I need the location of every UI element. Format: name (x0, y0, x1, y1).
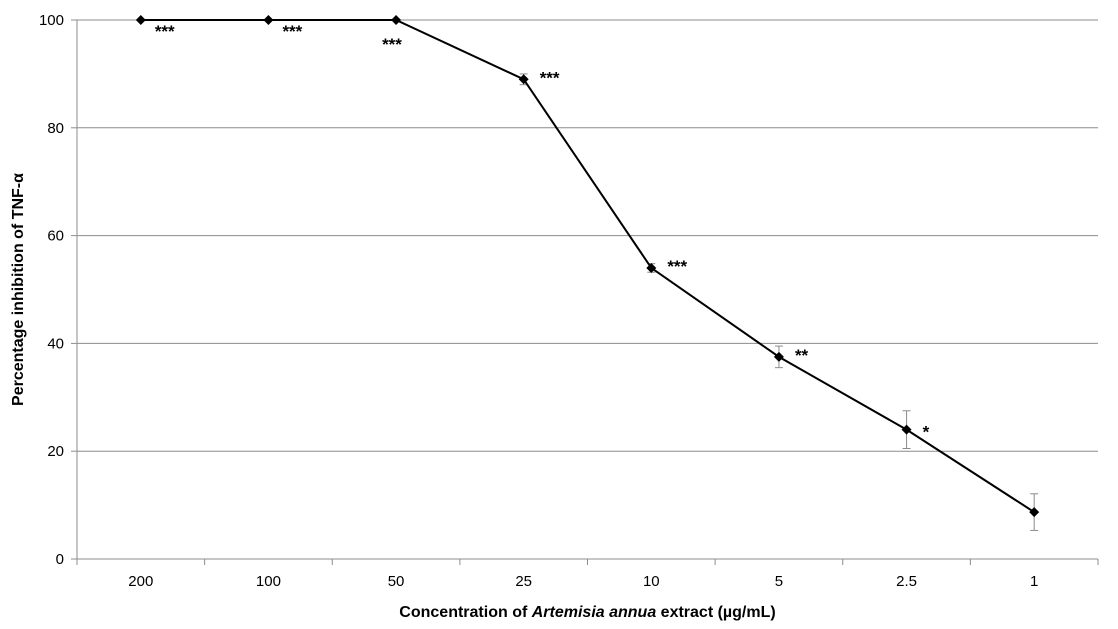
series-inhibition (135, 15, 1040, 531)
y-axis-title: Percentage inhibition of TNF-α (10, 173, 27, 406)
x-tick-label-0: 200 (128, 573, 153, 590)
significance-label-5: ** (795, 346, 809, 365)
series-line (140, 19, 1035, 513)
x-tick-label-3: 25 (515, 573, 532, 590)
x-tick-label-1: 100 (256, 573, 281, 590)
x-axis-title: Concentration of Artemisia annua extract… (399, 604, 775, 621)
x-axis-title-part-3: extract (µg/mL) (656, 604, 775, 621)
x-tick-label-4: 10 (643, 573, 660, 590)
x-tick-label-5: 5 (775, 573, 783, 590)
y-tick-label-5: 100 (39, 12, 64, 29)
gridlines (77, 19, 1098, 452)
y-tick-labels: 0 20 40 60 80 100 (39, 12, 77, 568)
significance-label-4: *** (667, 257, 687, 276)
data-point-6 (901, 424, 912, 435)
data-point-3 (518, 74, 529, 85)
data-point-1 (263, 15, 274, 25)
y-tick-label-4: 80 (47, 120, 64, 137)
x-tick-label-6: 2.5 (896, 573, 917, 590)
data-point-0 (135, 15, 146, 25)
significance-label-1: *** (282, 22, 302, 41)
significance-label-2: *** (382, 35, 402, 54)
axes (76, 20, 1098, 560)
y-tick-label-3: 60 (47, 228, 64, 245)
y-tick-label-0: 0 (56, 551, 64, 568)
x-tick-label-7: 1 (1030, 573, 1038, 590)
significance-labels: *** *************** (155, 22, 930, 442)
x-tick-labels: 200 100 50 25 10 5 2.5 1 (76, 559, 1099, 590)
significance-label-3: *** (540, 68, 560, 87)
x-axis-title-part-2: Artemisia annua (531, 604, 657, 621)
significance-label-6: * (923, 423, 930, 442)
x-axis-title-part-1: Concentration of (399, 604, 531, 621)
y-tick-label-1: 20 (47, 443, 64, 460)
data-point-5 (773, 351, 784, 362)
x-tick-label-2: 50 (388, 573, 405, 590)
data-point-4 (646, 262, 657, 273)
data-point-7 (1029, 507, 1040, 518)
data-point-2 (391, 15, 402, 25)
significance-label-0: *** (155, 22, 175, 41)
y-tick-label-2: 40 (47, 335, 64, 352)
